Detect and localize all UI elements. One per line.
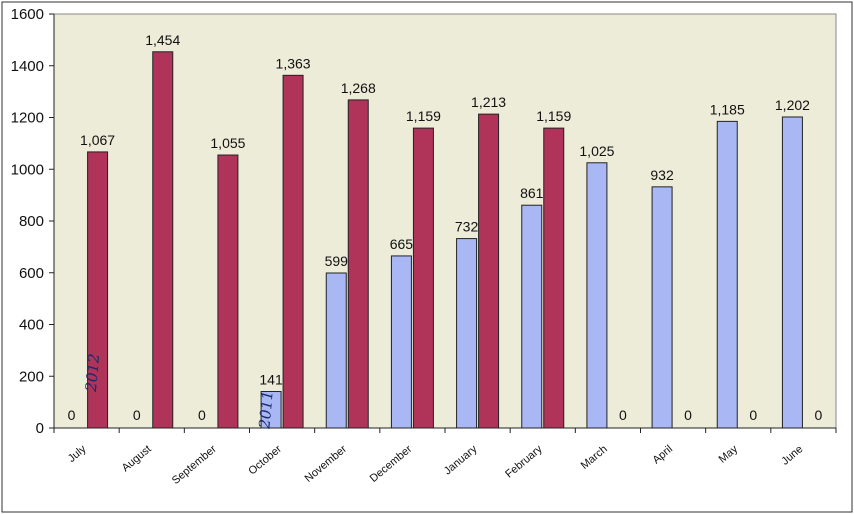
plot-area (53, 13, 837, 429)
bar-blue (390, 255, 412, 429)
data-label: 1,202 (775, 97, 810, 113)
data-label: 1,067 (80, 132, 115, 148)
y-tick-label: 600 (19, 265, 44, 282)
x-tick-label: April (650, 443, 675, 466)
data-label: 665 (390, 236, 414, 252)
bar-red (347, 99, 369, 429)
data-label: 932 (650, 167, 674, 183)
y-tick-label: 800 (19, 213, 44, 230)
y-tick-label: 1400 (11, 58, 44, 75)
data-label: 141 (259, 372, 283, 388)
data-label: 0 (815, 407, 823, 423)
x-tick-label: August (120, 443, 154, 474)
data-label: 0 (198, 407, 206, 423)
y-tick-label: 200 (19, 368, 44, 385)
bar-blue (716, 120, 738, 429)
data-label: 1,025 (579, 143, 614, 159)
data-label: 599 (325, 253, 349, 269)
data-label: 732 (455, 219, 479, 235)
x-tick-label: January (442, 443, 480, 478)
bar-red (152, 51, 174, 429)
bar-red (282, 74, 304, 429)
data-label: 1,055 (210, 135, 245, 151)
data-label: 1,185 (710, 101, 745, 117)
bar-blue (586, 162, 608, 429)
x-tick-label: March (579, 443, 610, 472)
data-label: 1,159 (536, 108, 571, 124)
data-label: 0 (749, 407, 757, 423)
x-tick-label: July (66, 443, 89, 465)
x-tick-label: November (303, 443, 350, 485)
bar-red (217, 154, 239, 429)
data-label: 0 (133, 407, 141, 423)
data-label: 1,213 (471, 94, 506, 110)
data-label: 1,268 (341, 80, 376, 96)
x-tick-label: May (717, 443, 741, 466)
data-label: 0 (619, 407, 627, 423)
y-tick-label: 1200 (11, 110, 44, 127)
y-tick-label: 1000 (11, 161, 44, 178)
bar-red (412, 127, 434, 429)
bar-blue (325, 272, 347, 429)
handwritten-annotation: 2011 (255, 390, 276, 431)
bar-blue (781, 116, 803, 429)
bar-blue (521, 204, 543, 429)
x-tick-label: February (503, 443, 545, 481)
bar-blue (456, 238, 478, 429)
y-tick-label: 0 (36, 420, 44, 437)
x-tick-label: December (368, 443, 415, 485)
bar-blue (260, 391, 282, 429)
x-tick-label: October (246, 443, 284, 478)
data-label: 0 (684, 407, 692, 423)
data-label: 0 (68, 407, 76, 423)
bar-blue (651, 186, 673, 429)
bar-red (478, 113, 500, 429)
data-label: 1,159 (406, 108, 441, 124)
x-tick-label: June (779, 443, 805, 468)
bar-red (87, 151, 109, 429)
handwritten-annotation: 2012 (82, 353, 103, 394)
x-tick-label: September (170, 443, 219, 487)
y-tick-label: 400 (19, 317, 44, 334)
data-label: 1,363 (276, 55, 311, 71)
data-label: 861 (520, 185, 544, 201)
bar-red (543, 127, 565, 429)
y-tick-label: 1600 (11, 6, 44, 23)
data-label: 1,454 (145, 32, 180, 48)
